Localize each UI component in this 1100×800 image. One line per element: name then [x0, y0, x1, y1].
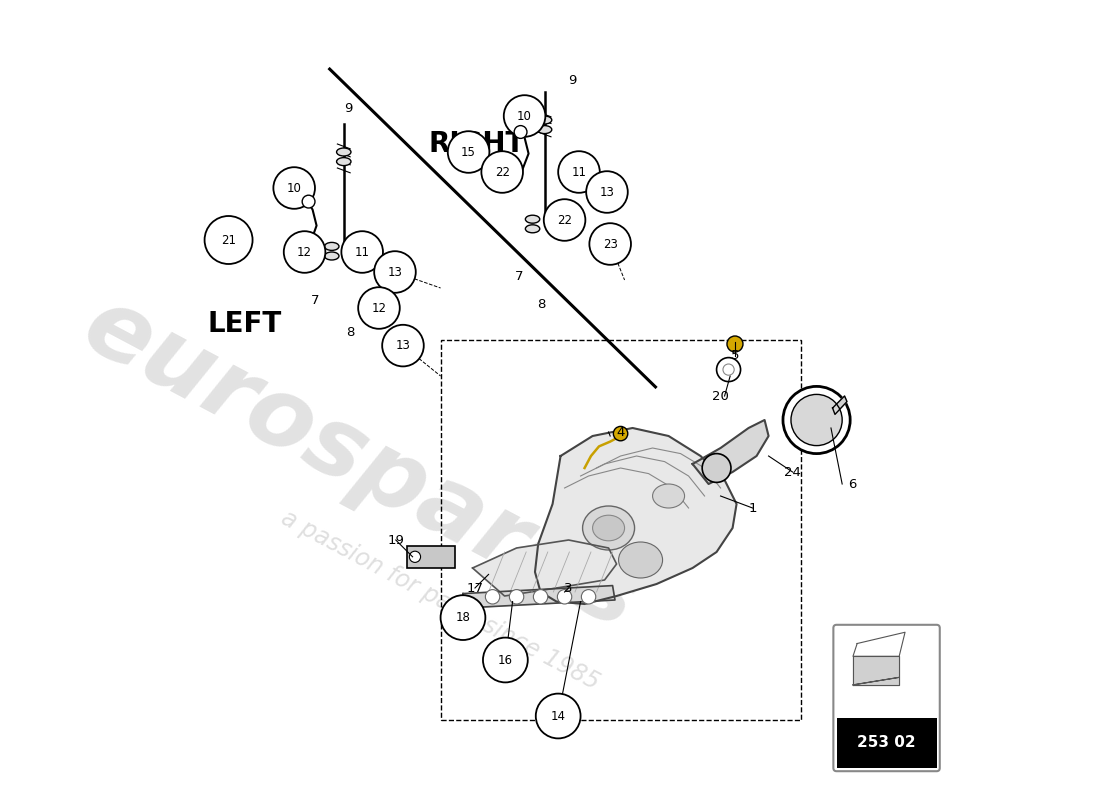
Text: 5: 5: [730, 350, 739, 362]
Ellipse shape: [618, 542, 662, 578]
Ellipse shape: [526, 225, 540, 233]
Circle shape: [614, 426, 628, 441]
Circle shape: [284, 231, 326, 273]
Circle shape: [205, 216, 253, 264]
Polygon shape: [852, 632, 905, 656]
Text: LEFT: LEFT: [208, 310, 282, 338]
Polygon shape: [852, 656, 899, 685]
Circle shape: [409, 551, 420, 562]
Ellipse shape: [526, 215, 540, 223]
Polygon shape: [473, 540, 617, 596]
Circle shape: [359, 287, 399, 329]
Text: 20: 20: [712, 390, 729, 402]
Text: 7: 7: [515, 270, 524, 282]
Circle shape: [783, 386, 850, 454]
Circle shape: [382, 325, 424, 366]
Text: 13: 13: [396, 339, 410, 352]
Text: 9: 9: [569, 74, 576, 86]
Text: 6: 6: [848, 478, 857, 490]
Circle shape: [302, 195, 315, 208]
Ellipse shape: [583, 506, 635, 550]
Bar: [441, 340, 801, 720]
Ellipse shape: [324, 252, 339, 260]
Circle shape: [727, 336, 742, 352]
Text: 9: 9: [344, 102, 353, 114]
Circle shape: [543, 199, 585, 241]
Circle shape: [582, 590, 596, 604]
Text: 11: 11: [572, 166, 586, 178]
Text: 4: 4: [616, 426, 625, 438]
Polygon shape: [463, 586, 615, 608]
Text: RIGHT: RIGHT: [428, 130, 525, 158]
Text: 1: 1: [748, 502, 757, 514]
Ellipse shape: [337, 158, 351, 166]
Text: 10: 10: [287, 182, 301, 194]
Circle shape: [702, 454, 732, 482]
Text: eurospares: eurospares: [67, 278, 654, 650]
Bar: [837, 718, 936, 768]
Text: 11: 11: [354, 246, 370, 258]
Polygon shape: [693, 420, 769, 484]
Circle shape: [485, 590, 499, 604]
Circle shape: [536, 694, 581, 738]
Circle shape: [716, 358, 740, 382]
Ellipse shape: [538, 116, 552, 124]
Bar: [407, 546, 455, 568]
Text: 13: 13: [600, 186, 615, 198]
Circle shape: [441, 595, 485, 640]
Text: 21: 21: [221, 234, 236, 246]
Circle shape: [590, 223, 631, 265]
Text: 19: 19: [387, 534, 404, 546]
Text: 14: 14: [551, 710, 565, 722]
Text: 12: 12: [372, 302, 386, 314]
Text: 7: 7: [310, 294, 319, 306]
Text: 24: 24: [784, 466, 801, 478]
Circle shape: [509, 590, 524, 604]
Text: 13: 13: [387, 266, 403, 278]
Text: 22: 22: [557, 214, 572, 226]
Circle shape: [558, 590, 572, 604]
Ellipse shape: [337, 148, 351, 156]
Text: 16: 16: [498, 654, 513, 666]
Polygon shape: [535, 428, 737, 604]
Text: 15: 15: [461, 146, 476, 158]
Polygon shape: [852, 678, 899, 685]
Text: 8: 8: [346, 326, 354, 338]
Circle shape: [791, 394, 843, 446]
Text: 253 02: 253 02: [857, 735, 916, 750]
Circle shape: [534, 590, 548, 604]
Text: 18: 18: [455, 611, 471, 624]
Circle shape: [514, 126, 527, 138]
Circle shape: [558, 151, 600, 193]
Ellipse shape: [652, 484, 684, 508]
Circle shape: [483, 638, 528, 682]
Circle shape: [374, 251, 416, 293]
Text: 17: 17: [466, 582, 484, 594]
Text: 10: 10: [517, 110, 532, 122]
Text: 23: 23: [603, 238, 617, 250]
Circle shape: [274, 167, 315, 209]
Circle shape: [448, 131, 490, 173]
Ellipse shape: [593, 515, 625, 541]
Circle shape: [504, 95, 546, 137]
Text: 22: 22: [495, 166, 509, 178]
Text: 8: 8: [537, 298, 546, 310]
FancyBboxPatch shape: [834, 625, 939, 771]
Circle shape: [341, 231, 383, 273]
Ellipse shape: [538, 126, 552, 134]
Circle shape: [586, 171, 628, 213]
Circle shape: [723, 364, 734, 375]
Polygon shape: [833, 396, 847, 414]
Text: a passion for parts since 1985: a passion for parts since 1985: [277, 506, 604, 694]
Ellipse shape: [324, 242, 339, 250]
Text: 3: 3: [564, 582, 573, 594]
Circle shape: [482, 151, 522, 193]
Text: 12: 12: [297, 246, 312, 258]
